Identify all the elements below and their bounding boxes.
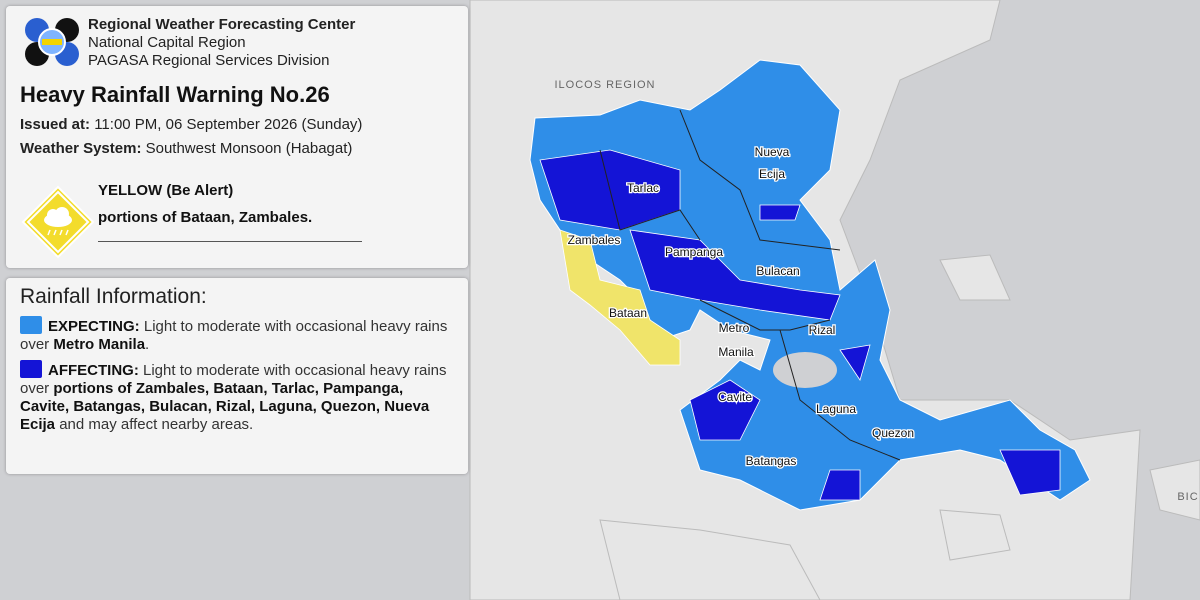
affecting-text-end: and may affect nearby areas. bbox=[59, 416, 254, 433]
map-labels: ILOCOS REGION Tarlac Nueva Ecija Zambale… bbox=[554, 79, 1198, 503]
map-label: Bulacan bbox=[756, 264, 799, 278]
affecting-text: Light to moderate with occasional heavy … bbox=[20, 362, 447, 397]
affecting: AFFECTING: Light to moderate with occasi… bbox=[20, 360, 454, 434]
warning-title: Heavy Rainfall Warning No.26 bbox=[20, 82, 330, 107]
issued-value: 11:00 PM, 06 September 2026 (Sunday) bbox=[94, 116, 363, 133]
map-label: ILOCOS REGION bbox=[554, 79, 655, 91]
map-label: Pampanga bbox=[665, 245, 723, 259]
expecting-text: Light to moderate with occasional heavy … bbox=[20, 318, 448, 353]
province-borders bbox=[599, 109, 901, 461]
expecting-text-end: . bbox=[145, 336, 150, 353]
org-block: Regional Weather Forecasting Center Nati… bbox=[88, 16, 454, 70]
map-label: Rizal bbox=[809, 323, 836, 337]
affecting-label: AFFECTING: bbox=[48, 362, 139, 379]
warning-panel: Regional Weather Forecasting Center Nati… bbox=[6, 6, 468, 268]
region-yellow bbox=[559, 229, 681, 366]
system-label: Weather System: bbox=[20, 140, 142, 157]
org-line: National Capital Region bbox=[88, 34, 246, 51]
issued-at: Issued at: 11:00 PM, 06 September 2026 (… bbox=[20, 116, 454, 133]
alert-level: YELLOW (Be Alert) bbox=[98, 182, 234, 199]
affecting-emphasis: portions of Zambales, Bataan, Tarlac, Pa… bbox=[20, 380, 430, 433]
map-label: Nueva bbox=[755, 145, 790, 159]
map-label: BIC bbox=[1177, 491, 1198, 503]
swatch-expecting bbox=[20, 316, 42, 334]
divider bbox=[98, 241, 362, 242]
map-label: Cavite bbox=[718, 390, 752, 404]
map-label: Ecija bbox=[759, 167, 785, 181]
map-label: Metro bbox=[719, 321, 750, 335]
org-line: Regional Weather Forecasting Center bbox=[88, 16, 356, 33]
map-label: Quezon bbox=[872, 426, 914, 440]
rainfall-title: Rainfall Information: bbox=[20, 285, 207, 308]
yellow-alert-icon bbox=[21, 185, 95, 259]
swatch-affecting bbox=[20, 360, 42, 378]
expecting-emphasis: Metro Manila bbox=[53, 336, 146, 353]
map-label: Batangas bbox=[746, 454, 797, 468]
weather-system: Weather System: Southwest Monsoon (Habag… bbox=[20, 140, 454, 157]
region-affecting bbox=[539, 149, 1061, 501]
issued-label: Issued at: bbox=[20, 116, 91, 133]
map-label: Zambales bbox=[568, 233, 621, 247]
expecting-label: EXPECTING: bbox=[48, 318, 140, 335]
alert-areas: portions of Bataan, Zambales. bbox=[98, 209, 313, 226]
map-label: Tarlac bbox=[627, 181, 659, 195]
lake bbox=[773, 352, 837, 388]
system-value: Southwest Monsoon (Habagat) bbox=[145, 140, 353, 157]
map-label: Bataan bbox=[609, 306, 647, 320]
map-label: Manila bbox=[718, 345, 754, 359]
rainfall-panel: Rainfall Information: EXPECTING: Light t… bbox=[6, 278, 468, 474]
org-line: PAGASA Regional Services Division bbox=[88, 52, 330, 69]
logo bbox=[25, 18, 79, 66]
expecting: EXPECTING: Light to moderate with occasi… bbox=[20, 316, 454, 354]
map-label: Laguna bbox=[816, 402, 856, 416]
